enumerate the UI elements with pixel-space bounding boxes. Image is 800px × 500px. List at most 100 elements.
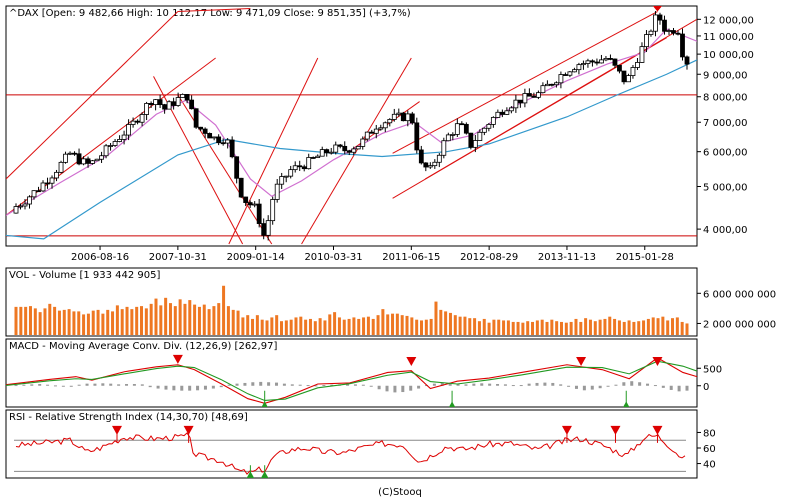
macd-histogram-bar xyxy=(393,385,397,393)
candle-body xyxy=(76,153,82,165)
candle-body xyxy=(653,14,658,32)
credit-label: (C)Stooq xyxy=(378,487,422,498)
candle-body xyxy=(310,157,316,159)
candle-body xyxy=(202,128,208,134)
volume-bar xyxy=(400,315,404,335)
volume-bar xyxy=(212,306,216,335)
x-tick-label: 2012-08-29 xyxy=(460,252,518,263)
candle-body xyxy=(526,93,532,97)
trend-line xyxy=(424,18,697,180)
candle-body xyxy=(144,103,149,115)
volume-bar xyxy=(236,310,240,335)
candle-body xyxy=(324,149,330,154)
volume-bar xyxy=(613,318,617,335)
candle-body xyxy=(40,182,46,192)
candle-body xyxy=(153,99,159,105)
candle-body xyxy=(490,117,496,125)
macd-histogram-bar xyxy=(574,385,578,389)
macd-histogram-bar xyxy=(125,384,129,386)
volume-bar xyxy=(347,318,351,335)
macd-histogram-bar xyxy=(582,385,586,391)
y-tick-label: 40 xyxy=(703,460,716,471)
candle-body xyxy=(162,104,168,110)
candle-body xyxy=(499,111,505,115)
candle-body xyxy=(252,203,258,206)
down-arrow-marker xyxy=(652,6,663,12)
candle-body xyxy=(103,145,109,157)
volume-bar xyxy=(680,321,684,335)
candle-body xyxy=(531,95,537,98)
trend-line xyxy=(228,57,319,245)
buy-signal-marker xyxy=(246,471,255,478)
macd-plot-area xyxy=(6,354,697,407)
candle-body xyxy=(463,123,469,134)
macd-histogram-bar xyxy=(38,384,42,386)
candle-body xyxy=(247,202,253,206)
candle-body xyxy=(157,99,163,106)
macd-histogram-bar xyxy=(109,383,113,386)
candle-body xyxy=(603,58,609,61)
volume-bar xyxy=(222,285,226,335)
candle-body xyxy=(522,93,528,104)
candle-body xyxy=(382,122,388,129)
candle-body xyxy=(436,154,442,163)
macd-line xyxy=(6,360,697,402)
volume-bar xyxy=(173,306,177,335)
volume-bar xyxy=(77,311,81,335)
volume-bar xyxy=(574,318,578,335)
candle-body xyxy=(400,112,406,122)
candle-body xyxy=(13,206,19,214)
volume-bar xyxy=(661,316,665,335)
macd-histogram-bar xyxy=(606,385,610,387)
price-plot-area xyxy=(6,6,697,245)
candle-body xyxy=(135,120,140,123)
volume-bar xyxy=(564,322,568,335)
candle-body xyxy=(360,138,366,147)
candle-body xyxy=(319,149,325,157)
volume-bar xyxy=(477,321,481,335)
volume-bar xyxy=(521,322,525,335)
volume-bar xyxy=(646,318,650,335)
volume-bar xyxy=(511,321,515,335)
candle-body xyxy=(648,30,654,35)
candle-body xyxy=(67,152,73,155)
volume-bar xyxy=(144,308,148,335)
volume-bar xyxy=(289,319,293,335)
macd-histogram-bar xyxy=(298,384,302,386)
macd-histogram-bar xyxy=(440,382,444,386)
macd-line xyxy=(6,357,697,404)
volume-bar xyxy=(622,321,626,335)
candle-body xyxy=(180,94,186,98)
volume-bar xyxy=(304,319,308,335)
volume-bar xyxy=(526,321,530,335)
panel-frame xyxy=(5,267,698,337)
macd-histogram-bar xyxy=(527,383,531,386)
candle-body xyxy=(608,58,613,60)
macd-histogram-bar xyxy=(638,382,642,386)
x-tick-label: 2009-01-14 xyxy=(227,252,285,263)
macd-histogram-bar xyxy=(251,382,255,386)
macd-histogram-bar xyxy=(361,384,365,386)
volume-bar xyxy=(424,319,428,335)
candle-body xyxy=(423,162,429,168)
candle-body xyxy=(635,62,640,68)
x-tick-label: 2011-06-15 xyxy=(382,252,440,263)
candle-body xyxy=(261,223,267,236)
macd-histogram-bar xyxy=(164,385,168,390)
volume-bar xyxy=(96,309,100,335)
macd-histogram-bar xyxy=(282,383,286,386)
volume-bar xyxy=(366,316,370,335)
candle-body xyxy=(207,133,213,139)
candle-body xyxy=(274,183,280,200)
volume-bar xyxy=(410,317,414,335)
volume-bar xyxy=(178,299,182,335)
candle-body xyxy=(315,155,321,158)
macd-histogram-bar xyxy=(432,383,436,386)
volume-bar xyxy=(217,303,221,335)
y-tick-label: 6 000 000 000 xyxy=(703,289,776,300)
volume-bar xyxy=(86,313,90,335)
candle-body xyxy=(409,113,415,124)
candle-body xyxy=(288,169,294,177)
volume-bar xyxy=(506,320,510,335)
candle-body xyxy=(346,150,352,153)
